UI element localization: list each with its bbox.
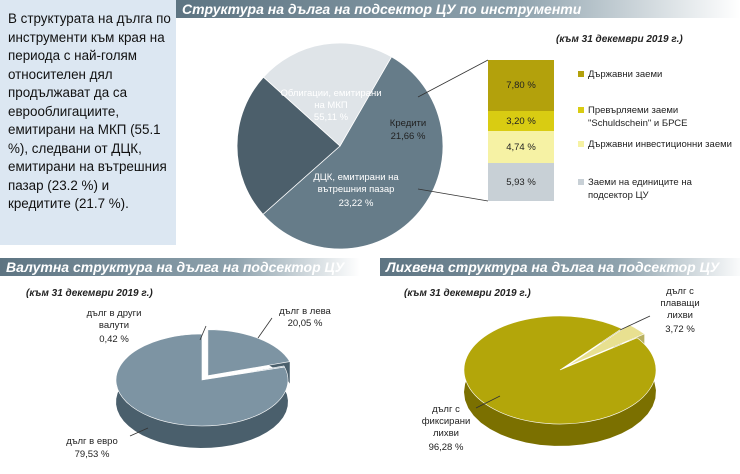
- leader-line-fixed: [475, 395, 501, 409]
- slice-label-lev-name: дълг в лева: [279, 306, 331, 317]
- slice-label-euro-value: 79,53 %: [74, 449, 110, 460]
- slice-label-floating-name: дълг с плаващи лихви: [660, 286, 700, 321]
- legend-item-investment-loans: Държавни инвестиционни заеми: [578, 138, 736, 151]
- slice-label-credits-name: Кредити: [389, 118, 427, 129]
- slice-label-fixed-value: 96,28 %: [428, 442, 464, 453]
- stack-segment-unit-loans: 5,93 %: [488, 163, 554, 201]
- pie-slice-3: [262, 42, 393, 147]
- legend-swatch: [578, 141, 584, 147]
- slice-label-other-currency-name: дълг в други валути: [86, 308, 142, 331]
- legend-swatch: [578, 71, 584, 77]
- legend-label: Заеми на единиците на подсектор ЦУ: [588, 177, 692, 201]
- slice-label-other-currency-value: 0,42 %: [99, 334, 129, 345]
- slice-label-bonds-name: Облигации, емитирани на МКП: [280, 88, 382, 111]
- slice-label-domestic-value: 23,22 %: [338, 198, 374, 209]
- stack-segment-state-loans: 7,80 %: [488, 60, 554, 111]
- leader-line-lev: [257, 317, 273, 339]
- interest-pie: [463, 315, 657, 446]
- legend-label: Държавни инвестиционни заеми: [588, 139, 732, 150]
- pie-top-3: [115, 333, 289, 427]
- slice-label-fixed-name: дълг с фиксирани лихви: [421, 404, 471, 439]
- summary-panel: [0, 0, 176, 245]
- slice-label-lev-value: 20,05 %: [287, 318, 323, 329]
- legend-swatch: [578, 179, 584, 185]
- pie-top-1: [567, 324, 645, 367]
- stack-segment-investment-loans: 4,74 %: [488, 131, 554, 163]
- chart-title-instruments: Структура на дълга на подсектор ЦУ по ин…: [176, 0, 740, 18]
- leader-line-other: [199, 325, 207, 341]
- pie-slice-2: [236, 76, 341, 215]
- chart-subtitle-interest: (към 31 декември 2019 г.): [404, 288, 531, 299]
- pie-top-2: [463, 315, 657, 425]
- pie-slice-1: [262, 56, 444, 250]
- slice-label-domestic-name: ДЦК, емитирани на вътрешния пазар: [313, 172, 399, 195]
- currency-pie: [115, 329, 291, 448]
- legend-swatch: [578, 107, 584, 113]
- leader-line-euro: [129, 427, 149, 437]
- chart-title-interest: Лихвена структура на дълга на подсектор …: [380, 258, 740, 276]
- connector-line-bottom: [417, 188, 489, 202]
- chart-subtitle-instruments: (към 31 декември 2019 г.): [556, 34, 683, 45]
- legend-item-unit-loans: Заеми на единиците на подсектор ЦУ: [578, 176, 736, 202]
- connector-line-top: [417, 59, 489, 98]
- pie-top-1: [207, 329, 291, 377]
- legend-label: Държавни заеми: [588, 69, 663, 80]
- slice-label-credits-value: 21,66 %: [390, 131, 426, 142]
- summary-text: В структурата на дълга по инструменти къ…: [8, 11, 171, 211]
- slice-label-euro-name: дълг в евро: [66, 436, 118, 447]
- stack-segment-schuldschein: 3,20 %: [488, 111, 554, 131]
- leader-line-floating: [619, 315, 651, 331]
- instruments-pie: [236, 42, 444, 250]
- legend-label: Превърляеми заеми "Schuldschein" и БРСЕ: [588, 105, 688, 129]
- legend-item-schuldschein: Превърляеми заеми "Schuldschein" и БРСЕ: [578, 104, 736, 130]
- slice-label-bonds-value: 55,11 %: [313, 112, 349, 123]
- legend-item-state-loans: Държавни заеми: [578, 68, 736, 81]
- chart-subtitle-currency: (към 31 декември 2019 г.): [26, 288, 153, 299]
- chart-title-currency: Валутна структура на дълга на подсектор …: [0, 258, 360, 276]
- slice-label-floating-value: 3,72 %: [665, 324, 695, 335]
